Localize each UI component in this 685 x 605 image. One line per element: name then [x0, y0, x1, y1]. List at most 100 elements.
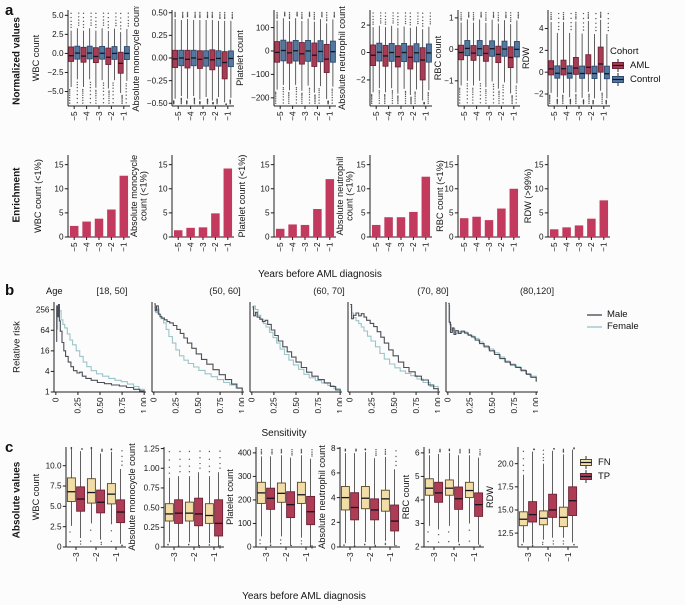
panel-a-gutter: a Normalized values — [4, 2, 30, 151]
svg-text:0: 0 — [331, 543, 336, 552]
age-group-title: (50, 60] — [209, 286, 241, 296]
subplot-cell: RDW 12.5 15.0 17.5 20.0 −3 −2 −1 — [484, 443, 578, 594]
svg-text:64: 64 — [40, 326, 50, 335]
svg-text:−1: −1 — [470, 552, 479, 562]
svg-text:−2: −2 — [366, 552, 375, 562]
age-group-title: (70, 80] — [417, 286, 449, 296]
svg-text:WBC count (<1%): WBC count (<1%) — [33, 159, 43, 233]
panel-b-row: b Relative risk Age [18, 50] (50, 60] (60,… — [4, 282, 685, 439]
svg-text:0.50: 0.50 — [488, 397, 497, 413]
svg-text:−1: −1 — [224, 111, 233, 121]
legend-item-male: Male — [586, 309, 664, 320]
svg-text:0.25: 0.25 — [144, 523, 160, 532]
subplot-cell: 1 4 16 64 256 0 0.25 0.50 0.75 1.00 — [30, 300, 149, 431]
svg-text:Platelet count: Platelet count — [225, 469, 235, 525]
svg-text:−2: −2 — [211, 242, 220, 252]
fn-tp-legend: FN TP — [578, 443, 630, 484]
svg-text:15: 15 — [534, 160, 544, 169]
svg-text:−5: −5 — [70, 242, 79, 252]
panel-b-lineplots: 1 4 16 64 256 0 0.25 0.50 0.75 1.00 0 0.25 0.50 0.75 1… — [30, 300, 586, 431]
svg-text:1.00: 1.00 — [434, 397, 440, 413]
svg-text:1: 1 — [45, 388, 50, 397]
svg-text:0.50: 0.50 — [390, 397, 399, 413]
row-label-absolute-values: Absolute values — [11, 461, 23, 539]
row-label-relative-risk: Relative risk — [11, 321, 23, 374]
svg-text:−3: −3 — [430, 552, 439, 562]
svg-text:0: 0 — [163, 233, 168, 242]
sex-legend: Male Female — [586, 286, 664, 333]
svg-text:1.25: 1.25 — [144, 444, 160, 453]
svg-text:6: 6 — [331, 469, 336, 478]
svg-text:Absolute monocycle count: Absolute monocycle count — [127, 443, 137, 551]
subplot-platelet-enrichment: Platelet count (<1%) 0 5 10 15 −5 −4 −3 −2 −1 — [237, 155, 336, 252]
svg-text:5: 5 — [59, 209, 64, 218]
svg-text:10: 10 — [260, 184, 270, 193]
svg-text:−4: −4 — [186, 242, 195, 252]
svg-text:−3: −3 — [301, 242, 310, 252]
svg-text:5: 5 — [265, 209, 270, 218]
svg-text:−5: −5 — [174, 111, 183, 121]
svg-text:0.50: 0.50 — [152, 8, 168, 17]
subplot-cell: RDW (>99%) 0 5 10 15 −5 −4 −3 −2 −1 — [520, 151, 610, 272]
age-label: Age — [46, 286, 63, 296]
svg-text:−1: −1 — [600, 111, 609, 121]
svg-text:5: 5 — [415, 472, 420, 481]
svg-text:−3: −3 — [575, 242, 584, 252]
svg-text:7.5: 7.5 — [50, 482, 62, 491]
svg-text:0: 0 — [265, 47, 270, 56]
svg-text:RBC count (<1%): RBC count (<1%) — [435, 160, 445, 232]
svg-text:RDW (>99%): RDW (>99%) — [523, 169, 533, 223]
svg-text:−2: −2 — [282, 552, 291, 562]
subplot-wbc-normalized: WBC count 5.0 2.5 0.0 −2.5 −5.0 −5 −4 −3 −2 −1 — [31, 10, 130, 121]
svg-text:−5: −5 — [460, 242, 469, 252]
svg-text:8: 8 — [331, 444, 336, 453]
legend-label-aml: AML — [630, 60, 650, 71]
svg-text:RDW: RDW — [485, 486, 495, 508]
subplot-rdw-enrichment: RDW (>99%) 0 5 10 15 −5 −4 −3 −2 −1 — [523, 155, 610, 252]
panel-b-gutter: b Relative risk — [4, 282, 30, 439]
svg-text:Absolute neutrophil: Absolute neutrophil — [336, 157, 345, 236]
svg-text:17.5: 17.5 — [498, 483, 514, 492]
svg-text:−1: −1 — [564, 552, 573, 562]
svg-text:0.75: 0.75 — [144, 484, 160, 493]
svg-text:−4: −4 — [472, 111, 481, 121]
svg-text:1: 1 — [449, 14, 454, 23]
svg-text:−5: −5 — [372, 242, 381, 252]
subplot-rbc-absolute: RBC count 2 3 4 5 6 −3 −2 −1 — [401, 447, 484, 562]
svg-text:−3: −3 — [95, 111, 104, 121]
svg-text:Absolute monocycle: Absolute monocycle — [130, 155, 139, 237]
svg-text:−1: −1 — [224, 242, 233, 252]
svg-text:−200: −200 — [251, 94, 270, 103]
panel-c-column: WBC count 0 2.5 5.0 7.5 10.0 −3 −2 −1 Absolute mo… — [30, 443, 578, 602]
aml-boxplot-glyph — [612, 59, 624, 72]
subplot-cell: Absolute monocycle count 0 0.25 0.50 0.75 1.0… — [126, 443, 224, 594]
svg-text:10.0: 10.0 — [46, 461, 62, 470]
svg-text:Absolute monocycle count: Absolute monocycle count — [131, 6, 141, 112]
svg-text:−2: −2 — [107, 111, 116, 121]
svg-text:0: 0 — [247, 543, 252, 552]
panel-b-header: Age [18, 50] (50, 60] (60, 70] (70, 80] (80,… — [30, 286, 586, 300]
svg-text:−1: −1 — [302, 552, 311, 562]
subplot-rdw-absolute: RDW 12.5 15.0 17.5 20.0 −3 −2 −1 — [485, 447, 578, 562]
svg-text:12.5: 12.5 — [498, 529, 514, 538]
subplot-cell: RDW 4 2 0 −2 −5 −4 −3 −2 −1 — [520, 6, 610, 151]
svg-text:−1: −1 — [600, 242, 609, 252]
legend-label-tp: TP — [598, 471, 611, 482]
svg-text:Absolute neutrophil count: Absolute neutrophil count — [337, 6, 347, 110]
svg-text:10: 10 — [54, 184, 64, 193]
age-group-title: [18, 50] — [96, 286, 128, 296]
svg-text:4: 4 — [45, 367, 50, 376]
svg-text:RDW: RDW — [521, 47, 531, 69]
svg-text:2.5: 2.5 — [50, 522, 62, 531]
x-axis-title-a: Years before AML diagnosis — [258, 269, 382, 280]
svg-text:0.25: 0.25 — [172, 397, 181, 413]
svg-text:3: 3 — [415, 519, 420, 528]
svg-text:−0.25: −0.25 — [147, 76, 168, 85]
svg-text:−1: −1 — [326, 242, 335, 252]
enrichment-column: WBC count (<1%) 0 5 10 15 −5 −4 −3 −2 −1 Absolute … — [30, 151, 610, 280]
svg-text:100: 100 — [256, 23, 270, 32]
svg-text:1.00: 1.00 — [144, 464, 160, 473]
svg-text:0.25: 0.25 — [270, 397, 279, 413]
subplot-cell: Absolute neutrophil count 2 0 −2 −5 −4 −3 −2 −1 — [336, 6, 432, 151]
subplot-cell: RBC count (<1%) 0 5 10 15 −5 −4 −3 −2 −1 — [432, 151, 520, 272]
